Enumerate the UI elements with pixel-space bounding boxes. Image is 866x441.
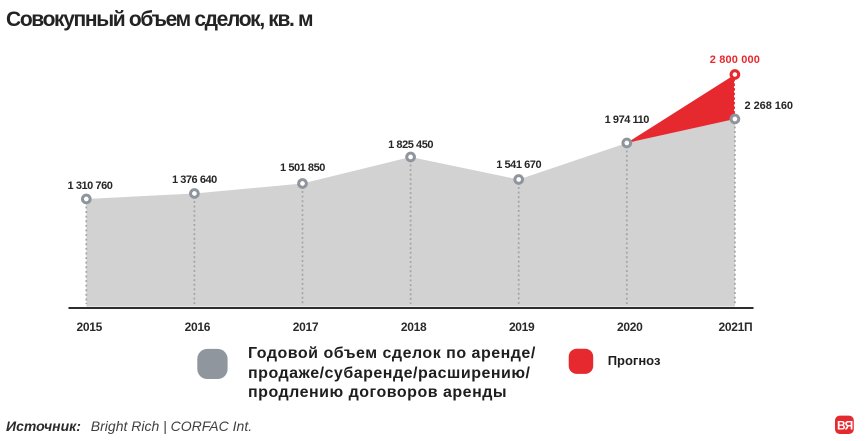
svg-text:ВЯ: ВЯ <box>837 418 853 432</box>
